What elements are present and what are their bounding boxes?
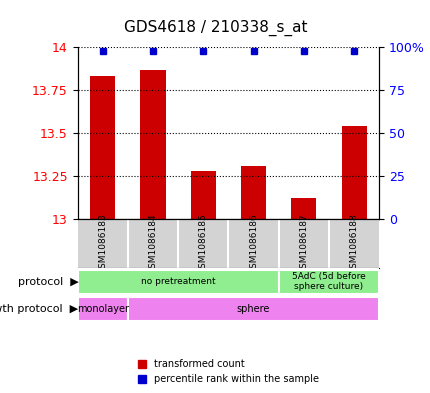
Bar bbox=[90, 76, 115, 219]
Text: GSM1086186: GSM1086186 bbox=[249, 213, 258, 274]
Text: GSM1086187: GSM1086187 bbox=[299, 213, 307, 274]
Bar bbox=[240, 166, 265, 219]
Text: GDS4618 / 210338_s_at: GDS4618 / 210338_s_at bbox=[123, 19, 307, 36]
Bar bbox=[190, 171, 215, 219]
Bar bbox=[140, 70, 165, 219]
Text: GSM1086184: GSM1086184 bbox=[148, 213, 157, 274]
Text: GSM1086185: GSM1086185 bbox=[198, 213, 207, 274]
Bar bbox=[341, 126, 366, 219]
Text: no pretreatment: no pretreatment bbox=[141, 277, 215, 286]
FancyBboxPatch shape bbox=[278, 270, 378, 294]
Text: GSM1086188: GSM1086188 bbox=[349, 213, 358, 274]
FancyBboxPatch shape bbox=[77, 270, 278, 294]
Text: sphere: sphere bbox=[237, 304, 270, 314]
Text: GSM1086183: GSM1086183 bbox=[98, 213, 107, 274]
Text: protocol  ▶: protocol ▶ bbox=[18, 277, 78, 287]
Legend: transformed count, percentile rank within the sample: transformed count, percentile rank withi… bbox=[134, 356, 322, 388]
Bar bbox=[291, 198, 316, 219]
FancyBboxPatch shape bbox=[128, 297, 378, 321]
FancyBboxPatch shape bbox=[77, 297, 128, 321]
Text: growth protocol  ▶: growth protocol ▶ bbox=[0, 304, 78, 314]
Text: 5AdC (5d before
sphere culture): 5AdC (5d before sphere culture) bbox=[292, 272, 365, 292]
Text: monolayer: monolayer bbox=[77, 304, 129, 314]
